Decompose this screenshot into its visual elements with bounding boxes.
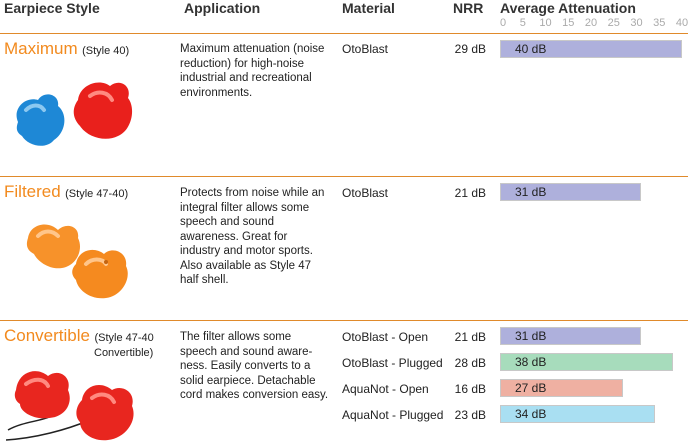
material: AquaNot - Open [342,382,429,396]
attenuation-bar: 38 dB [500,353,673,371]
attenuation-label: 34 dB [515,407,547,421]
style-code: (Style 47-40 [94,332,154,344]
material: AquaNot - Plugged [342,408,444,422]
scale-tick: 35 [653,17,666,29]
attenuation-bar: 34 dB [500,405,655,423]
attenuation-scale: 0 5 10 15 20 25 30 35 40 [500,17,688,31]
attenuation-bar: 40 dB [500,40,682,58]
style-name: Filtered [4,182,61,201]
style-title-filtered: Filtered (Style 47-40) [4,182,128,202]
row-divider [0,176,688,177]
attenuation-bar: 31 dB [500,327,642,345]
nrr-value: 28 dB [454,356,486,370]
style-code: (Style 47-40) [65,188,129,200]
attenuation-bar: 31 dB [500,183,642,201]
attenuation-bar: 27 dB [500,379,623,397]
attenuation-label: 31 dB [515,185,547,199]
material: OtoBlast [342,42,389,56]
style-name: Maximum [4,39,78,58]
scale-tick: 25 [607,17,620,29]
attenuation-label: 31 dB [515,329,547,343]
style-name: Convertible [4,326,90,345]
scale-tick: 5 [519,17,526,29]
row-divider [0,33,688,34]
scale-tick: 30 [630,17,643,29]
material: OtoBlast - Open [342,330,429,344]
nrr-value: 21 dB [454,330,486,344]
header-earpiece-style: Earpiece Style [4,0,100,16]
nrr-value: 29 dB [454,42,486,56]
red-corded-earplugs-image [6,371,134,441]
header-material: Material [342,0,395,16]
style-title-convertible: Convertible (Style 47-40 [4,326,154,346]
row-divider [0,320,688,321]
nrr-value: 21 dB [454,186,486,200]
material: OtoBlast - Plugged [342,356,443,370]
nrr-value: 16 dB [454,382,486,396]
attenuation-label: 40 dB [515,42,547,56]
material: OtoBlast [342,186,389,200]
scale-tick: 20 [584,17,598,29]
blue-and-red-earplugs-image [16,82,133,146]
attenuation-label: 27 dB [515,381,547,395]
orange-earplugs-image [26,224,128,299]
header-application: Application [184,0,261,16]
header-average-attenuation: Average Attenuation [500,0,636,16]
style-code-continued: Convertible) [94,347,154,359]
scale-tick: 40 [675,17,688,29]
scale-tick: 0 [500,17,507,29]
style-title-maximum: Maximum (Style 40) [4,39,129,59]
nrr-value: 23 dB [454,408,486,422]
attenuation-label: 38 dB [515,355,547,369]
header-nrr: NRR [453,0,484,16]
scale-tick: 15 [562,17,575,29]
scale-tick: 10 [539,17,552,29]
description-convertible: The filter allows some speech and sound … [180,331,329,401]
description-maximum: Maximum attenuation (noise reduction) fo… [180,43,325,99]
description-filtered: Protects from noise while an integral fi… [180,187,325,286]
style-code: (Style 40) [82,45,130,57]
